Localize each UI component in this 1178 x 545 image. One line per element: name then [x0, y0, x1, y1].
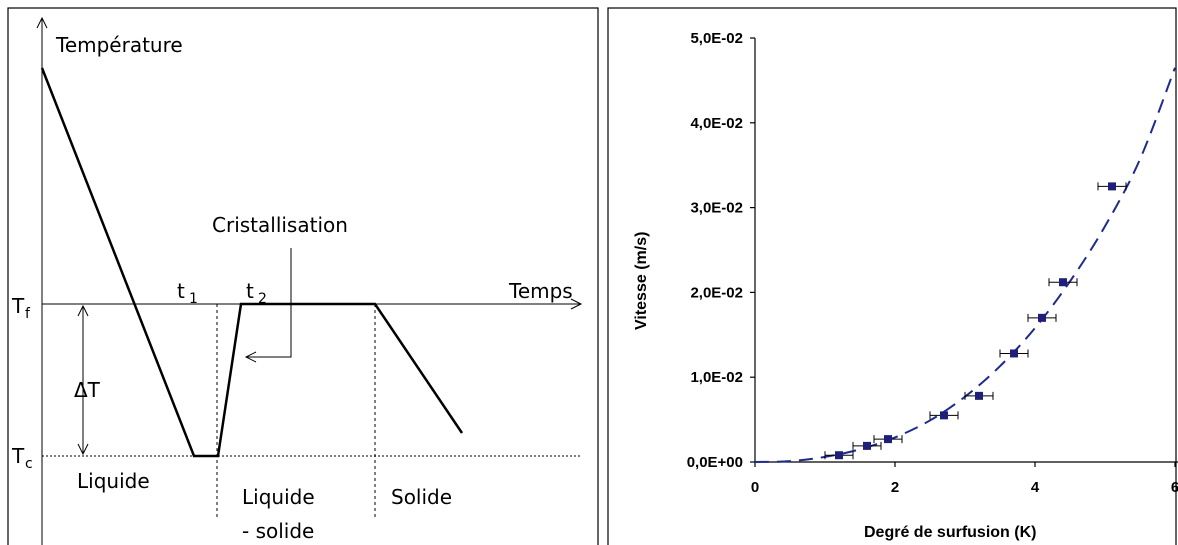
right-panel-border: [607, 7, 1177, 545]
time-label: Temps: [508, 279, 573, 303]
delta-t-arrow-head-bottom: [77, 443, 89, 456]
data-point: [1108, 182, 1116, 191]
data-point: [1010, 349, 1018, 358]
tc-subscript: c: [25, 456, 33, 472]
tf-subscript: f: [25, 306, 31, 322]
y-tick-label: 0,0E+00: [687, 454, 743, 471]
x-tick-label: 0: [751, 479, 759, 496]
cooling-curve: [40, 67, 464, 458]
tf-label: T: [11, 294, 25, 318]
data-point: [835, 451, 843, 460]
t1-subscript: 1: [189, 291, 198, 307]
crystallisation-pointer: [247, 248, 292, 358]
data-point: [1059, 278, 1067, 287]
data-point: [940, 411, 948, 420]
fit-curve: [754, 67, 1176, 463]
delta-t-label: ΔT: [74, 378, 101, 402]
y-tick-label: 4,0E-02: [690, 115, 743, 132]
x-tick-label: 6: [1171, 479, 1178, 496]
data-points: [824, 182, 1127, 460]
t2-label: t: [246, 279, 254, 303]
y-tick-label: 1,0E-02: [690, 369, 743, 386]
solid-region-label: Solide: [391, 485, 452, 509]
liquid-region-label: Liquide: [77, 469, 150, 493]
x-axis-ticks: 0 2 4 6: [751, 462, 1178, 496]
y-axis-ticks: 0,0E+00 1,0E-02 2,0E-02 3,0E-02 4,0E-02 5,0E-…: [687, 30, 755, 471]
growth-rate-chart: 0,0E+00 1,0E-02 2,0E-02 3,0E-02 4,0E-02 5,0E-…: [633, 30, 1178, 541]
data-point: [975, 391, 983, 400]
y-axis-title: Vitesse (m/s): [633, 232, 650, 330]
data-point: [863, 441, 871, 450]
temperature-label: Température: [55, 33, 183, 57]
temperature-axis-arrow: [36, 16, 48, 29]
liquid-solid-region-label-2: - solide: [242, 519, 314, 543]
left-panel-border: [7, 7, 599, 545]
data-point: [1038, 313, 1046, 322]
data-point: [884, 435, 892, 444]
x-tick-label: 2: [891, 479, 899, 496]
y-tick-label: 3,0E-02: [690, 200, 743, 217]
crystallisation-pointer-head: [244, 351, 257, 363]
delta-t-arrow-head-top: [77, 304, 89, 317]
y-tick-label: 5,0E-02: [690, 30, 743, 47]
time-axis-arrow: [570, 298, 583, 310]
liquid-solid-region-label-1: Liquide: [242, 485, 315, 509]
tc-label: T: [11, 444, 25, 468]
x-axis-title: Degré de surfusion (K): [864, 524, 1036, 541]
y-tick-label: 2,0E-02: [690, 284, 743, 301]
t1-label: t: [177, 279, 185, 303]
crystallisation-label: Cristallisation: [212, 213, 348, 237]
x-tick-label: 4: [1031, 479, 1040, 496]
t2-subscript: 2: [258, 291, 267, 307]
